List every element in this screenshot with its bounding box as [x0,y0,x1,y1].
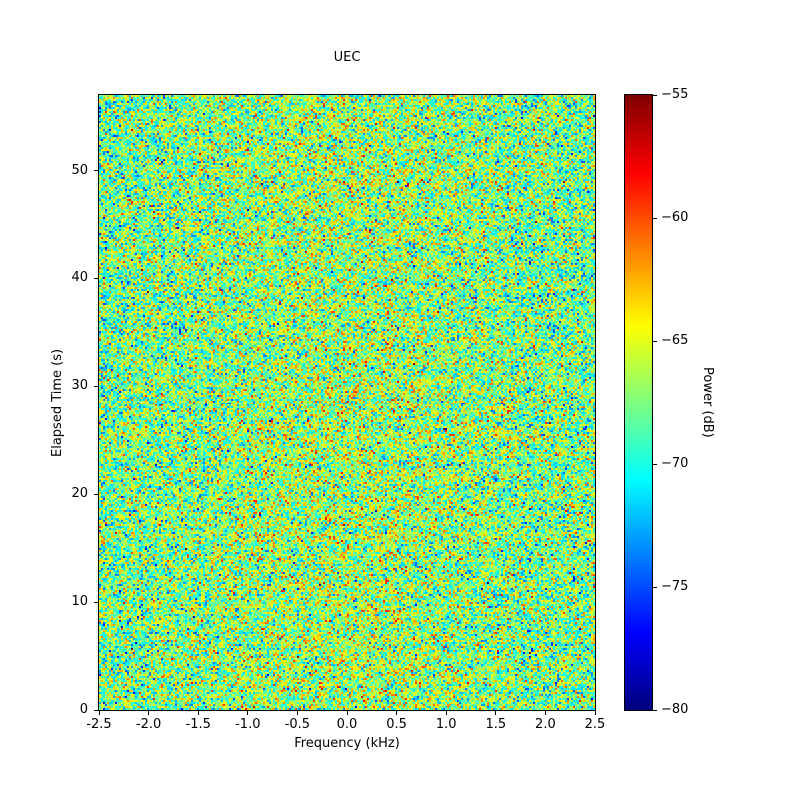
colorbar-tick [653,709,657,711]
y-tick [94,493,98,495]
spectrogram-plot-area [98,94,596,711]
y-tick-label: 10 [71,594,88,610]
y-tick [94,601,98,603]
x-tick-label: 0.0 [336,717,358,732]
colorbar-tick-label: −60 [661,210,689,225]
colorbar-tick-label: −75 [661,579,689,594]
x-tick [197,711,199,715]
x-tick-label: -2.0 [135,717,162,732]
x-tick [396,711,398,715]
colorbar-tick-label: −70 [661,456,689,471]
colorbar-tick [653,217,657,219]
x-tick-label: 1.0 [435,717,457,732]
colorbar-tick [653,94,657,96]
x-tick [98,711,100,715]
x-tick [296,711,298,715]
y-tick [94,170,98,172]
colorbar-tick-label: −65 [661,333,689,348]
x-tick-label: -2.5 [86,717,112,732]
spectrogram-image [99,95,595,710]
x-tick [594,711,596,715]
x-tick-label: 0.5 [386,717,407,732]
chart-title: UEC [333,50,361,65]
y-tick-label: 0 [79,702,88,717]
y-axis-label: Elapsed Time (s) [50,348,65,457]
colorbar-label: Power (dB) [700,367,715,438]
x-tick-label: 1.5 [485,717,507,732]
colorbar-tick [653,586,657,588]
x-axis-label: Frequency (kHz) [294,736,400,751]
x-tick [544,711,546,715]
y-tick-label: 20 [71,486,88,502]
x-tick [148,711,150,715]
x-tick [495,711,497,715]
colorbar-tick [653,463,657,465]
y-tick-label: 30 [71,378,88,394]
x-tick-label: 2.5 [584,717,606,732]
y-tick [94,277,98,279]
x-tick [247,711,249,715]
colorbar-tick [653,340,657,342]
y-tick-label: 40 [71,270,88,286]
colorbar-tick-label: −80 [661,702,689,717]
x-tick-label: -0.5 [284,717,311,732]
colorbar-gradient [625,95,652,710]
x-tick-label: 2.0 [535,717,556,732]
y-tick [94,385,98,387]
colorbar [624,94,653,711]
x-tick-label: -1.0 [235,717,261,732]
x-tick [346,711,348,715]
y-tick-label: 50 [71,162,88,178]
x-tick [445,711,447,715]
x-tick-label: -1.5 [185,717,211,732]
y-tick [94,709,98,711]
colorbar-tick-label: −55 [661,87,689,102]
